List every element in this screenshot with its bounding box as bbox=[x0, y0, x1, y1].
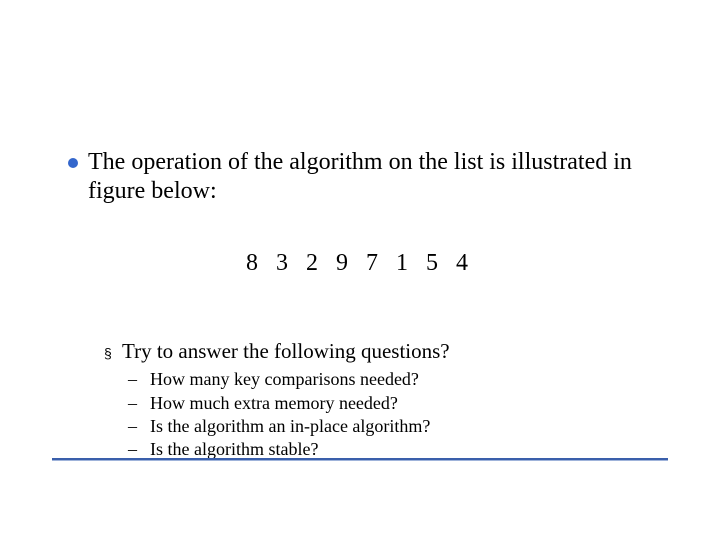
question-text: How much extra memory needed? bbox=[150, 392, 398, 415]
dash-icon: – bbox=[128, 392, 150, 415]
list-item: – How much extra memory needed? bbox=[128, 392, 664, 415]
slide: The operation of the algorithm on the li… bbox=[0, 0, 720, 540]
main-bullet-text: The operation of the algorithm on the li… bbox=[88, 148, 668, 206]
question-text: How many key comparisons needed? bbox=[150, 368, 419, 391]
number-sequence: 8 3 2 9 7 1 5 4 bbox=[0, 250, 720, 277]
sub-bullet-text: Try to answer the following questions? bbox=[122, 338, 450, 364]
sub-section: § Try to answer the following questions?… bbox=[104, 338, 664, 462]
sub-bullet-marker: § bbox=[104, 345, 122, 363]
sub-bullet: § Try to answer the following questions? bbox=[104, 338, 664, 364]
footer-rule bbox=[52, 458, 668, 461]
main-bullet: The operation of the algorithm on the li… bbox=[68, 148, 668, 206]
dash-icon: – bbox=[128, 415, 150, 438]
list-item: – Is the algorithm an in-place algorithm… bbox=[128, 415, 664, 438]
question-list: – How many key comparisons needed? – How… bbox=[128, 368, 664, 462]
bullet-dot-icon bbox=[68, 158, 78, 168]
dash-icon: – bbox=[128, 368, 150, 391]
question-text: Is the algorithm an in-place algorithm? bbox=[150, 415, 430, 438]
list-item: – How many key comparisons needed? bbox=[128, 368, 664, 391]
